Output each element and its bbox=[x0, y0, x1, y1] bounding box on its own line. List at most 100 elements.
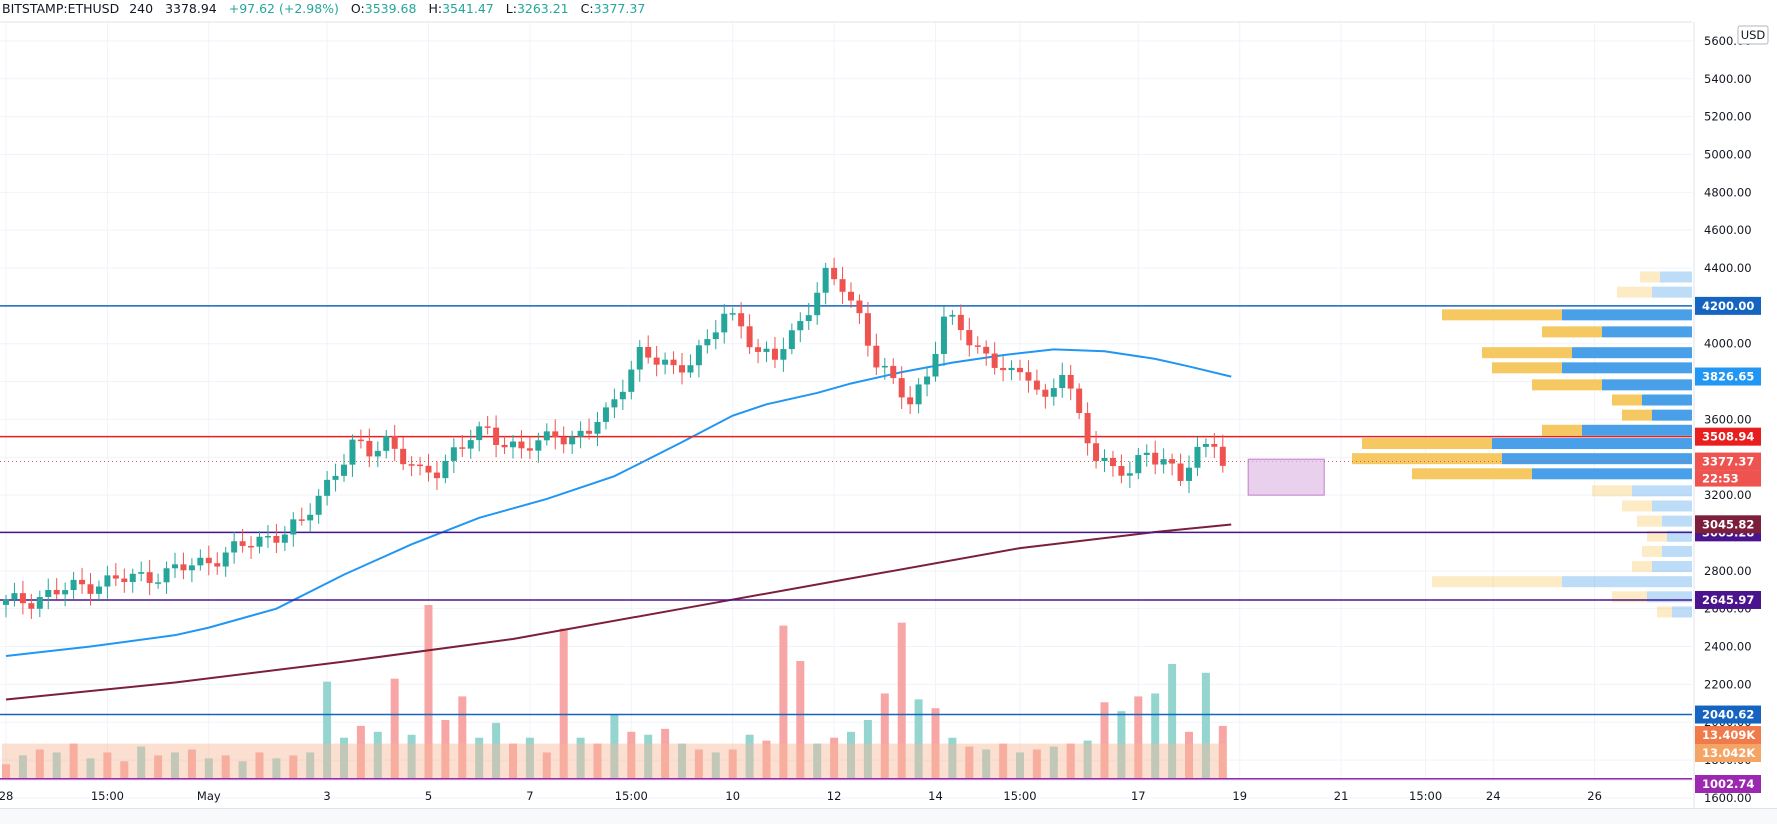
candle-body bbox=[814, 292, 821, 316]
candle-body bbox=[780, 349, 787, 360]
grid bbox=[0, 21, 1692, 799]
candle-body bbox=[129, 573, 136, 582]
price-tick-label: 2200.00 bbox=[1704, 677, 1752, 691]
candle-body bbox=[1109, 457, 1116, 466]
candle-body bbox=[3, 599, 9, 605]
candle-body bbox=[281, 534, 288, 543]
candle-body bbox=[1025, 372, 1032, 381]
volume-bar bbox=[542, 752, 551, 779]
vp-row-down bbox=[1482, 347, 1572, 359]
candle-body bbox=[543, 431, 550, 441]
price-tick-label: 5400.00 bbox=[1704, 72, 1752, 86]
projection-box[interactable] bbox=[1247, 458, 1325, 496]
vp-row-down bbox=[1632, 561, 1652, 573]
volume-bar bbox=[796, 661, 805, 779]
volume-bar bbox=[441, 720, 450, 779]
volume-ma-area bbox=[2, 743, 1227, 779]
volume-bar bbox=[644, 734, 653, 779]
volume-bar bbox=[525, 737, 534, 779]
volume-bar bbox=[373, 731, 382, 779]
candle-body bbox=[1194, 446, 1201, 468]
candle-body bbox=[991, 353, 998, 368]
candle-body bbox=[484, 426, 491, 428]
vp-row-up bbox=[1660, 271, 1692, 283]
candle-body bbox=[1177, 463, 1184, 481]
candle-body bbox=[1017, 367, 1023, 373]
candle-body bbox=[138, 572, 145, 574]
candle-body bbox=[1076, 388, 1083, 414]
candle-body bbox=[476, 426, 483, 441]
time-tick-label: 3 bbox=[323, 789, 330, 803]
candle-body bbox=[222, 552, 229, 567]
candle-body bbox=[983, 346, 990, 354]
vp-row-down bbox=[1617, 286, 1652, 298]
candle-body bbox=[1084, 413, 1091, 444]
volume-bar bbox=[779, 625, 788, 779]
candle-body bbox=[501, 444, 508, 448]
volume-pane bbox=[2, 604, 1227, 779]
price-tick-label: 3600.00 bbox=[1704, 412, 1752, 426]
candle-body bbox=[357, 439, 364, 442]
volume-bar bbox=[931, 708, 940, 779]
candle-body bbox=[467, 440, 474, 449]
price-tick-label: 5200.00 bbox=[1704, 110, 1752, 124]
volume-bar bbox=[475, 737, 484, 779]
ma-slow-line bbox=[5, 523, 1232, 701]
vp-row-down bbox=[1592, 485, 1632, 497]
candle-body bbox=[36, 596, 43, 609]
price-axis[interactable]: 5600.005400.005200.005000.004800.004600.… bbox=[1693, 22, 1777, 808]
vp-row-down bbox=[1640, 271, 1660, 283]
time-tick-label: 15:00 bbox=[1003, 789, 1036, 803]
low-label: L: bbox=[506, 1, 517, 16]
currency-label: USD bbox=[1741, 28, 1766, 42]
candle-body bbox=[1042, 389, 1049, 397]
time-tick-label: 12 bbox=[827, 789, 842, 803]
vp-row-up bbox=[1562, 362, 1692, 374]
time-axis[interactable]: 28 15:00 May 3 5 7 15:00 10 12 14 15:00 17 19 21 15:00… bbox=[0, 779, 1692, 803]
volume-bar bbox=[1201, 672, 1210, 779]
time-scale-scrollbar[interactable] bbox=[0, 808, 1777, 824]
vp-row-up bbox=[1562, 576, 1692, 588]
candle-body bbox=[104, 575, 111, 587]
candle-body bbox=[704, 339, 711, 346]
vp-row-up bbox=[1652, 409, 1692, 421]
candle-body bbox=[290, 519, 297, 535]
vp-row-down bbox=[1657, 606, 1672, 618]
volume-bar bbox=[407, 734, 416, 779]
candle-body bbox=[1169, 459, 1176, 464]
candle-body bbox=[619, 391, 626, 400]
vp-row-up bbox=[1602, 379, 1692, 391]
candle-body bbox=[239, 541, 246, 546]
volume-bar bbox=[289, 755, 298, 779]
vp-row-down bbox=[1362, 438, 1492, 450]
candle-body bbox=[788, 330, 795, 350]
price-tick-label: 2400.00 bbox=[1704, 640, 1752, 654]
axis-price-label: 3826.65 bbox=[1702, 370, 1754, 384]
volume-bar bbox=[306, 752, 315, 779]
candle-body bbox=[881, 365, 888, 368]
candle-body bbox=[746, 326, 753, 348]
candle-body bbox=[831, 267, 838, 280]
price-line-label-bg bbox=[1695, 427, 1761, 446]
volume-bar bbox=[965, 746, 974, 779]
volume-bar bbox=[1049, 746, 1058, 779]
volume-axis-label: 1002.74 bbox=[1702, 777, 1754, 791]
candle-body bbox=[653, 357, 660, 365]
volume-label-bg bbox=[1695, 726, 1761, 744]
price-tick-label: 4000.00 bbox=[1704, 337, 1752, 351]
axis-price-label-bg bbox=[1695, 515, 1761, 534]
vp-row-up bbox=[1562, 309, 1692, 321]
candle-body bbox=[1202, 444, 1209, 447]
candle-body bbox=[890, 365, 897, 379]
legend-header[interactable]: BITSTAMP:ETHUSD 240 3378.94 +97.62 (+2.9… bbox=[2, 1, 645, 16]
vp-row-up bbox=[1642, 394, 1692, 406]
time-tick-label: 21 bbox=[1334, 789, 1349, 803]
candle-body bbox=[163, 568, 170, 583]
candle-body bbox=[180, 564, 187, 571]
vp-row-down bbox=[1432, 576, 1562, 588]
currency-badge[interactable]: USD bbox=[1737, 25, 1769, 45]
volume-bar bbox=[492, 722, 501, 779]
candle-body bbox=[729, 313, 736, 315]
